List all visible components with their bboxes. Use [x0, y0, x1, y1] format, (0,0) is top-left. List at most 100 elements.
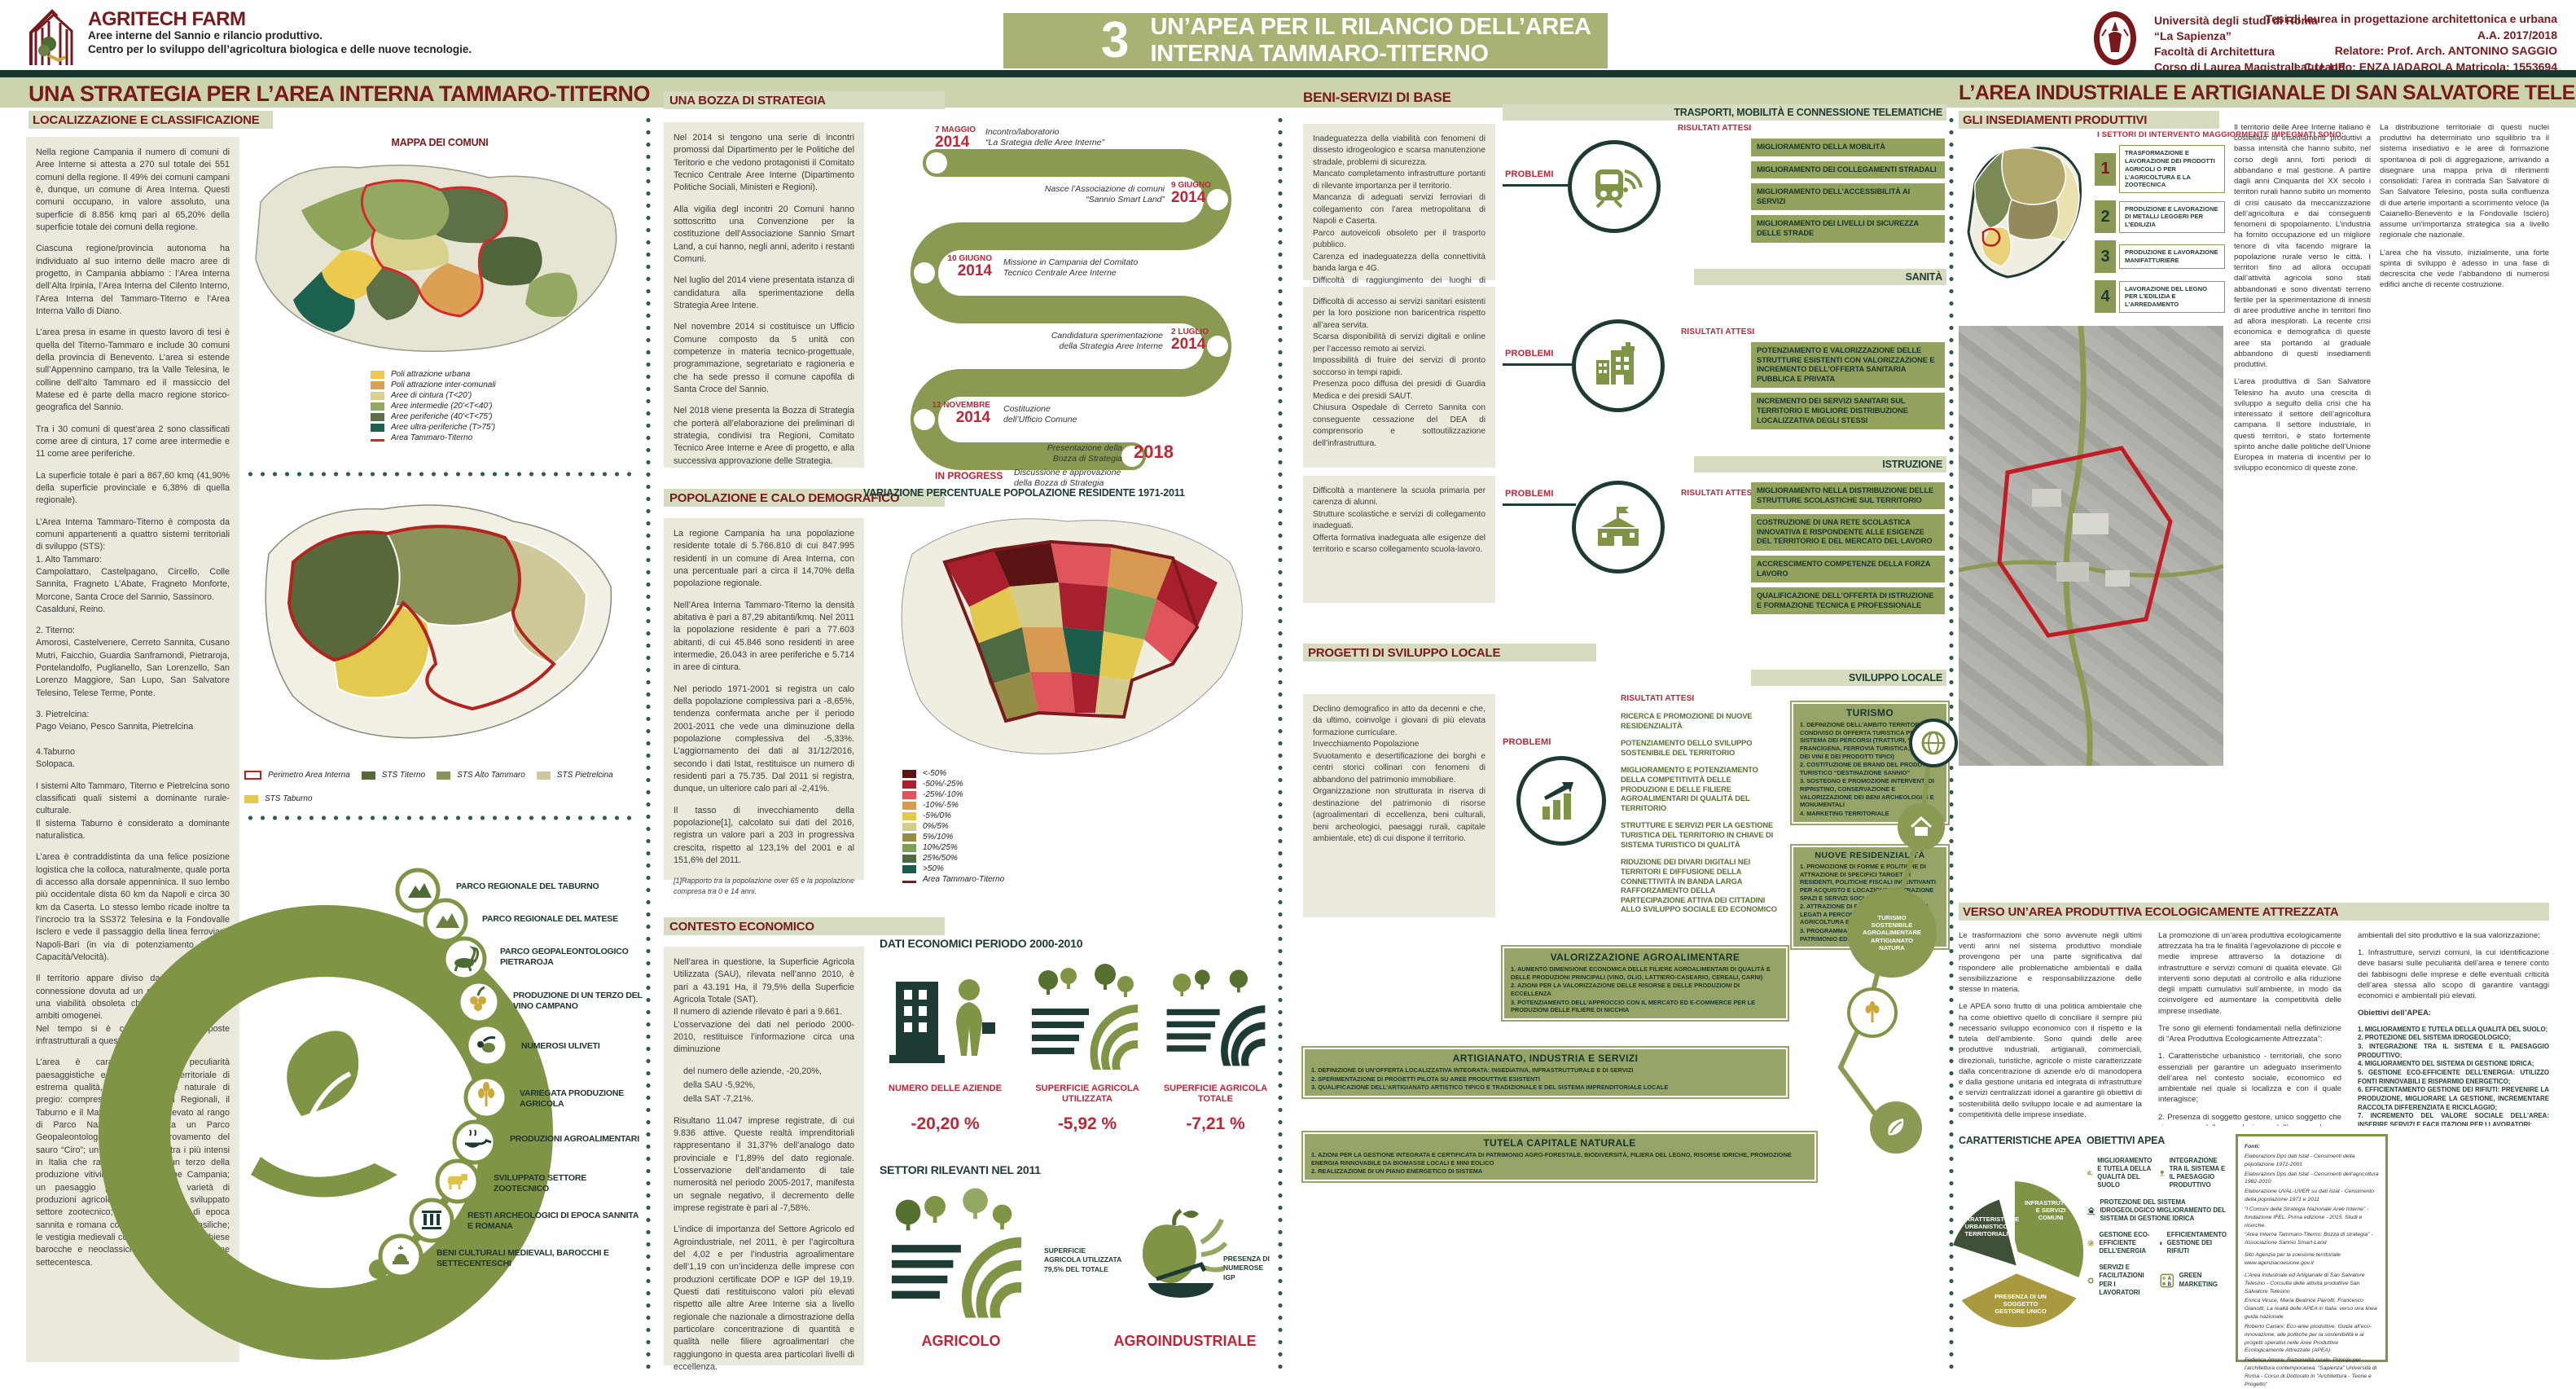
paragraph: L’area presa in esame in questo lavoro d… [36, 327, 230, 413]
obiettivi-apea-label: OBIETTIVI APEA [2087, 1135, 2166, 1146]
problems-text: Difficoltà a mantenere la scuola primari… [1313, 486, 1485, 555]
cluster-line: ARTIGIANATO [1870, 936, 1914, 944]
map-variation [880, 505, 1270, 778]
column-separator-1 [645, 114, 652, 1369]
asset-label: SVILUPPATO SETTORE ZOOTECNICO [494, 1173, 587, 1193]
section1-title: UNA STRATEGIA PER L’AREA INTERNA TAMMARO… [29, 81, 650, 106]
fonte: “I Comuni della Strategia Nazionale Aree… [2245, 1206, 2369, 1229]
settore-label: AGROINDUSTRIALE [1113, 1333, 1257, 1349]
fonte: Roberto Cariani; Eco-aree produttive. Gu… [2245, 1323, 2372, 1354]
soil-grass-icon [2087, 1171, 2093, 1176]
box-title: TURISMO [1845, 707, 1894, 719]
legend-label: 5%/10% [923, 833, 954, 842]
cooking-pan-icon [465, 1129, 492, 1148]
paragraph: Nel 2018 viene presenta la Bozza di Stra… [674, 406, 854, 466]
fonte: L’Area Industriale ed Artigianale di San… [2245, 1272, 2365, 1294]
paragraph: Nel 2014 si tengono una serie di incontr… [674, 133, 854, 193]
map-comuni [244, 153, 635, 367]
thesis-line-1: Tesi di laurea in progettazione architet… [2265, 12, 2557, 25]
box-item: 2. AZIONI PER LA VALORIZZAZIONE DELLE RI… [1511, 982, 1740, 997]
leaf-hand-icon [251, 1031, 397, 1198]
cow-icon [448, 1174, 467, 1189]
result-box: MIGLIORAMENTO DELL’ACCESSIBILITÀ AI SERV… [1751, 183, 1945, 211]
sviluppo-results: RICERCA E PROMOZIONE DI NUOVE RESIDENZIA… [1621, 710, 1777, 921]
settore-text: PRODUZIONE E LAVORAZIONE MANIFATTURIERE [2119, 244, 2225, 270]
sanita-problems: Difficoltà di accesso ai servizi sanitar… [1303, 287, 1495, 468]
settore-label: AGRICOLO [921, 1333, 1001, 1349]
paragraph: 1. Infrastrutture, servizi comuni, la cu… [2358, 948, 2549, 1001]
obiettivo: 7. INCREMENTO DEL VALORE SOCIALE DELL’AR… [2358, 1112, 2549, 1126]
section4-subtitle: GLI INSEDIAMENTI PRODUTTIVI [1963, 113, 2148, 127]
box-title: ARTIGIANATO, INDUSTRIA E SERVIZI [1452, 1053, 1639, 1064]
legend-label: >50% [923, 864, 944, 873]
timeline-event: 2 LUGLIO 2014 [1171, 327, 1209, 352]
svg-text:B: B [2168, 1282, 2172, 1287]
wheat-circle-icon [1847, 987, 1898, 1038]
problemi-label: PROBLEMI [1503, 737, 1551, 747]
result-line: POTENZIAMENTO DELLO SVILUPPO SOSTENIBILE… [1621, 739, 1753, 757]
paragraph: L’area produttiva di San Salvatore Teles… [2234, 377, 2371, 473]
legend-label: STS Taburno [265, 794, 313, 803]
bozza-text-panel: Nel 2014 si tengono una serie di incontr… [664, 122, 864, 468]
poster-number: 3 [1101, 12, 1130, 68]
asset-label: PRODUZIONE DI UN TERZO DEL VINO CAMPANO [513, 991, 643, 1011]
title-band [0, 77, 2576, 108]
obiettivo-icon-label: EFFICIENTAMENTO GESTIONE DEI RIFIUTI [2166, 1230, 2227, 1255]
dato-value: -20,20 % [911, 1114, 980, 1133]
settori-list: 1 TRASFORMAZIONE E LAVORAZIONE DEI PRODOT… [2095, 145, 2225, 320]
paragraph: La regione Campania ha una popolazione r… [674, 529, 854, 589]
dato-label: NUMERO DELLE AZIENDE [889, 1084, 1002, 1093]
legend-label: Aree di cintura (T<20’) [391, 391, 472, 400]
thesis-line-2: A.A. 2017/2018 [2477, 28, 2557, 42]
apea-pie-chart: CARATTERISTICHE URBANISTICO TERRITORIALI… [1946, 1150, 2089, 1362]
asset-label: NUMEROSI ULIVETI [521, 1041, 600, 1051]
obiettivo: 2. PROTEZIONE DEL SISTEMA IDROGEOLOGICO; [2358, 1034, 2512, 1042]
paragraph: Il territorio appare diviso da una criti… [36, 974, 230, 1046]
eco-energy-icon [2087, 1239, 2095, 1247]
paragraph: L’Area Interna Tammaro-Titerno è compost… [36, 516, 230, 614]
paragraph: La superficie totale è pari a 867,60 kmq… [36, 470, 230, 506]
gear-icon [2087, 1277, 2095, 1284]
economia-title: CONTESTO ECONOMICO [669, 920, 814, 934]
paragraph: Nel luglio del 2014 viene presentata ist… [674, 275, 854, 310]
paragraph: Alla vigilia degl incontri 20 Comuni han… [674, 204, 854, 264]
paragraph: Ciascuna regione/provincia autonoma ha i… [36, 244, 230, 316]
paragraph: Nell’area in questione, la Superficie Ag… [674, 957, 854, 1055]
event-year: 2014 [955, 409, 990, 426]
legend-label: Area Tammaro-Titerno [923, 875, 1005, 884]
bullet: del numero delle aziende, -20,20%, [683, 1066, 822, 1076]
event-date: 2 LUGLIO [1171, 327, 1209, 336]
train-circle [1568, 140, 1661, 233]
paragraph: La distribuzione territoriale di questi … [2380, 123, 2549, 240]
result-box: MIGLIORAMENTO DEI COLLEGAMENTI STRADALI [1751, 160, 1945, 179]
obiettivo-icon-label: SERVIZI E FACILITAZIONI PER I LAVORATORI [2099, 1264, 2144, 1296]
leaf-circle-icon [1870, 1101, 1922, 1154]
paragraph: 3. Pietrelcina: Pago Veiano, Pesco Sanni… [36, 710, 194, 770]
settore-num: 4 [2095, 280, 2116, 314]
row-separator [244, 471, 635, 477]
growth-circle [1516, 756, 1606, 846]
territorial-assets-diagram [98, 864, 570, 1373]
bozza-title: UNA BOZZA DI STRATEGIA [669, 94, 826, 108]
legend-label: -50%/-25% [923, 780, 963, 789]
legend-label: STS Pietrelcina [556, 771, 613, 780]
obiettivo: 1. MIGLIORAMENTO E TUTELA DELLA QUALITÀ … [2358, 1025, 2548, 1033]
globe-icon [1909, 719, 1958, 767]
block-istruzione-header: ISTRUZIONE [1882, 459, 1942, 470]
result-box: MIGLIORAMENTO DEI LIVELLI DI SICUREZZA D… [1751, 215, 1945, 243]
event-text: Incontro/laboratorio “La Srategia delle … [985, 127, 1105, 148]
event-date: 12 NOVEMBRE [932, 401, 990, 410]
university-name: Università degli studi di Roma “La Sapie… [2154, 14, 2346, 73]
thesis-relatore: Relatore: Prof. Arch. ANTONINO SAGGIO [2334, 44, 2557, 58]
bullet: della SAU -5,92%, [683, 1079, 756, 1090]
problemi-label: PROBLEMI [1505, 169, 1554, 179]
settore-note: SUPERFICIE AGRICOLA UTILIZZATA 79,5% DEL… [1044, 1246, 1121, 1273]
box-tutela-naturale: TUTELA CAPITALE NATURALE 1. AZIONI PER L… [1301, 1131, 1818, 1183]
block-trasporti-header: TRASPORTI, MOBILITÀ E CONNESSIONE TELEMA… [1674, 107, 1942, 118]
trasporti-problems: Inadeguatezza della viabilità con fenome… [1303, 124, 1495, 297]
school-icon [1595, 507, 1642, 546]
apea-col-a: Le trasformazioni che sono avvenute negl… [1959, 930, 2142, 1126]
risultati-attesi-label: RISULTATI ATTESI [1678, 124, 1752, 133]
paragraph: Nel periodo 1971-2001 si registra un cal… [674, 684, 854, 794]
legend-label: 10%/25% [923, 843, 958, 852]
